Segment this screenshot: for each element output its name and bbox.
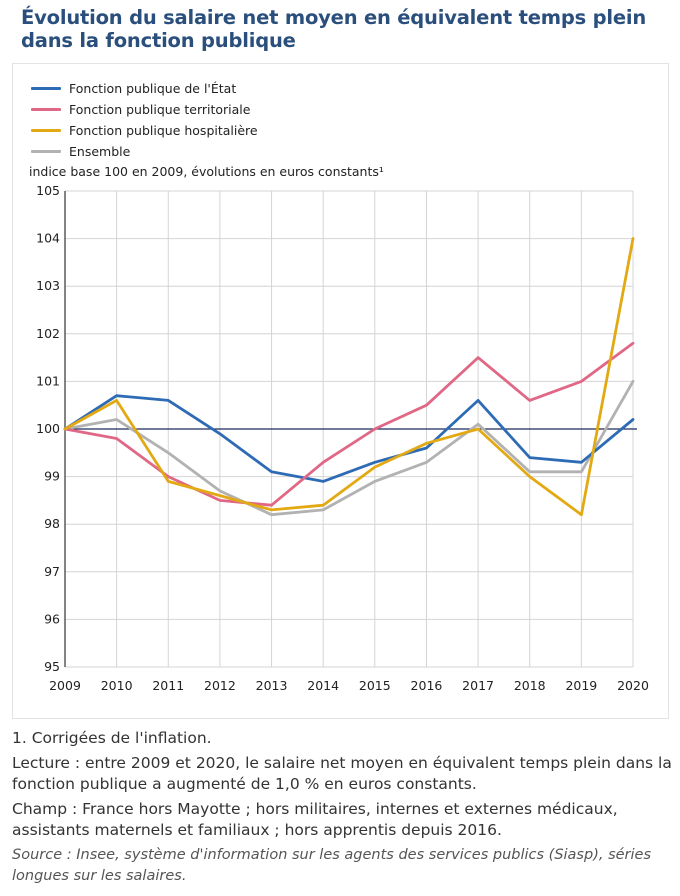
data-point-hospitaliere-2014 xyxy=(321,503,325,507)
chart-title: Évolution du salaire net moyen en équiva… xyxy=(21,6,647,52)
data-point-etat-2011 xyxy=(167,399,170,402)
x-tick-label-2015: 2015 xyxy=(359,678,391,693)
data-point-hospitaliere-2011 xyxy=(167,480,170,483)
chart-panel: Fonction publique de l'État Fonction pub… xyxy=(12,63,669,719)
data-point-ensemble-2020 xyxy=(631,380,635,383)
data-point-hospitaliere-2015 xyxy=(373,465,377,469)
data-point-hospitaliere-2016 xyxy=(425,442,428,445)
y-tick-label-99: 99 xyxy=(44,469,60,484)
legend-item-etat: Fonction publique de l'État xyxy=(31,78,258,99)
y-tick-label-95: 95 xyxy=(44,659,60,674)
series-line-etat xyxy=(63,394,635,483)
data-point-territoriale-2013 xyxy=(270,503,273,507)
data-point-hospitaliere-2012 xyxy=(218,494,222,497)
data-point-hospitaliere-2017 xyxy=(476,427,480,431)
y-tick-label-101: 101 xyxy=(36,373,60,388)
legend-label-territoriale: Fonction publique territoriale xyxy=(69,102,251,117)
data-point-territoriale-2012 xyxy=(218,499,222,502)
data-point-hospitaliere-2010 xyxy=(115,399,118,402)
chart-notes: 1. Corrigées de l'inflation. Lecture : e… xyxy=(12,728,672,891)
legend-item-territoriale: Fonction publique territoriale xyxy=(31,99,258,120)
y-tick-label-97: 97 xyxy=(44,564,60,579)
data-point-ensemble-2012 xyxy=(218,489,222,493)
legend-swatch-etat xyxy=(31,87,61,90)
data-point-ensemble-2014 xyxy=(321,508,325,512)
y-tick-label-98: 98 xyxy=(44,516,60,531)
y-tick-label-105: 105 xyxy=(36,183,60,198)
y-tick-label-96: 96 xyxy=(44,611,60,626)
series-line-ensemble xyxy=(63,379,635,517)
data-point-etat-2017 xyxy=(476,399,480,402)
x-tick-label-2011: 2011 xyxy=(152,678,184,693)
line-chart: 95 96 97 98 99 100 101 102 103 104 105 2009 2010 2011… xyxy=(36,183,649,693)
data-point-etat-2020 xyxy=(631,418,635,421)
data-point-etat-2018 xyxy=(528,456,531,459)
legend-item-hospitaliere: Fonction publique hospitalière xyxy=(31,120,258,141)
data-point-territoriale-2018 xyxy=(528,399,531,402)
data-point-ensemble-2013 xyxy=(270,513,273,516)
data-point-ensemble-2017 xyxy=(476,423,480,426)
x-tick-label-2010: 2010 xyxy=(101,678,133,693)
x-tick-label-2013: 2013 xyxy=(256,678,288,693)
series-line-hospitaliere xyxy=(63,237,635,517)
x-tick-label-2012: 2012 xyxy=(204,678,236,693)
data-point-territoriale-2015 xyxy=(373,427,377,431)
data-point-ensemble-2011 xyxy=(167,451,170,454)
data-point-territoriale-2010 xyxy=(115,437,118,440)
data-point-ensemble-2016 xyxy=(425,461,428,464)
data-point-territoriale-2019 xyxy=(580,380,583,383)
data-point-hospitaliere-2009 xyxy=(63,427,67,431)
data-point-ensemble-2010 xyxy=(115,418,118,421)
x-tick-label-2014: 2014 xyxy=(307,678,339,693)
data-point-etat-2019 xyxy=(580,461,583,464)
data-point-hospitaliere-2020 xyxy=(631,237,635,240)
y-tick-label-100: 100 xyxy=(36,421,60,436)
legend: Fonction publique de l'État Fonction pub… xyxy=(31,78,258,162)
y-tick-label-103: 103 xyxy=(36,278,60,293)
y-axis-unit-label: indice base 100 en 2009, évolutions en e… xyxy=(29,164,384,179)
legend-swatch-hospitaliere xyxy=(31,129,61,132)
lecture-note: Lecture : entre 2009 et 2020, le salaire… xyxy=(12,754,672,793)
data-point-ensemble-2019 xyxy=(580,470,583,474)
series-line-territoriale xyxy=(63,341,635,507)
legend-item-ensemble: Ensemble xyxy=(31,141,258,162)
x-tick-label-2009: 2009 xyxy=(49,678,81,693)
y-tick-label-102: 102 xyxy=(36,326,60,341)
data-point-territoriale-2017 xyxy=(476,356,480,359)
x-tick-label-2017: 2017 xyxy=(462,678,494,693)
data-point-territoriale-2016 xyxy=(425,404,428,407)
champ-note: Champ : France hors Mayotte ; hors milit… xyxy=(12,800,618,839)
source-note: Source : Insee, système d'information su… xyxy=(12,847,652,884)
data-point-territoriale-2011 xyxy=(167,475,170,478)
footnote: 1. Corrigées de l'inflation. xyxy=(12,729,212,747)
data-point-etat-2014 xyxy=(321,480,325,483)
data-point-ensemble-2015 xyxy=(373,480,377,483)
legend-label-ensemble: Ensemble xyxy=(69,144,131,159)
data-point-ensemble-2018 xyxy=(528,470,531,474)
x-tick-label-2020: 2020 xyxy=(617,678,649,693)
data-point-etat-2016 xyxy=(425,446,428,450)
legend-swatch-territoriale xyxy=(31,108,61,111)
data-point-etat-2013 xyxy=(270,470,273,474)
legend-label-hospitaliere: Fonction publique hospitalière xyxy=(69,123,258,138)
x-tick-label-2019: 2019 xyxy=(565,678,597,693)
data-point-hospitaliere-2019 xyxy=(580,513,583,516)
data-point-hospitaliere-2013 xyxy=(270,508,273,512)
data-point-etat-2010 xyxy=(115,394,118,397)
legend-label-etat: Fonction publique de l'État xyxy=(69,81,237,96)
data-point-territoriale-2014 xyxy=(321,461,325,464)
data-point-territoriale-2020 xyxy=(631,342,635,345)
y-tick-label-104: 104 xyxy=(36,231,60,246)
data-point-hospitaliere-2018 xyxy=(528,475,531,478)
legend-swatch-ensemble xyxy=(31,150,61,153)
data-point-etat-2012 xyxy=(218,432,222,435)
data-point-etat-2015 xyxy=(373,461,377,464)
x-tick-label-2018: 2018 xyxy=(514,678,546,693)
x-tick-label-2016: 2016 xyxy=(411,678,443,693)
